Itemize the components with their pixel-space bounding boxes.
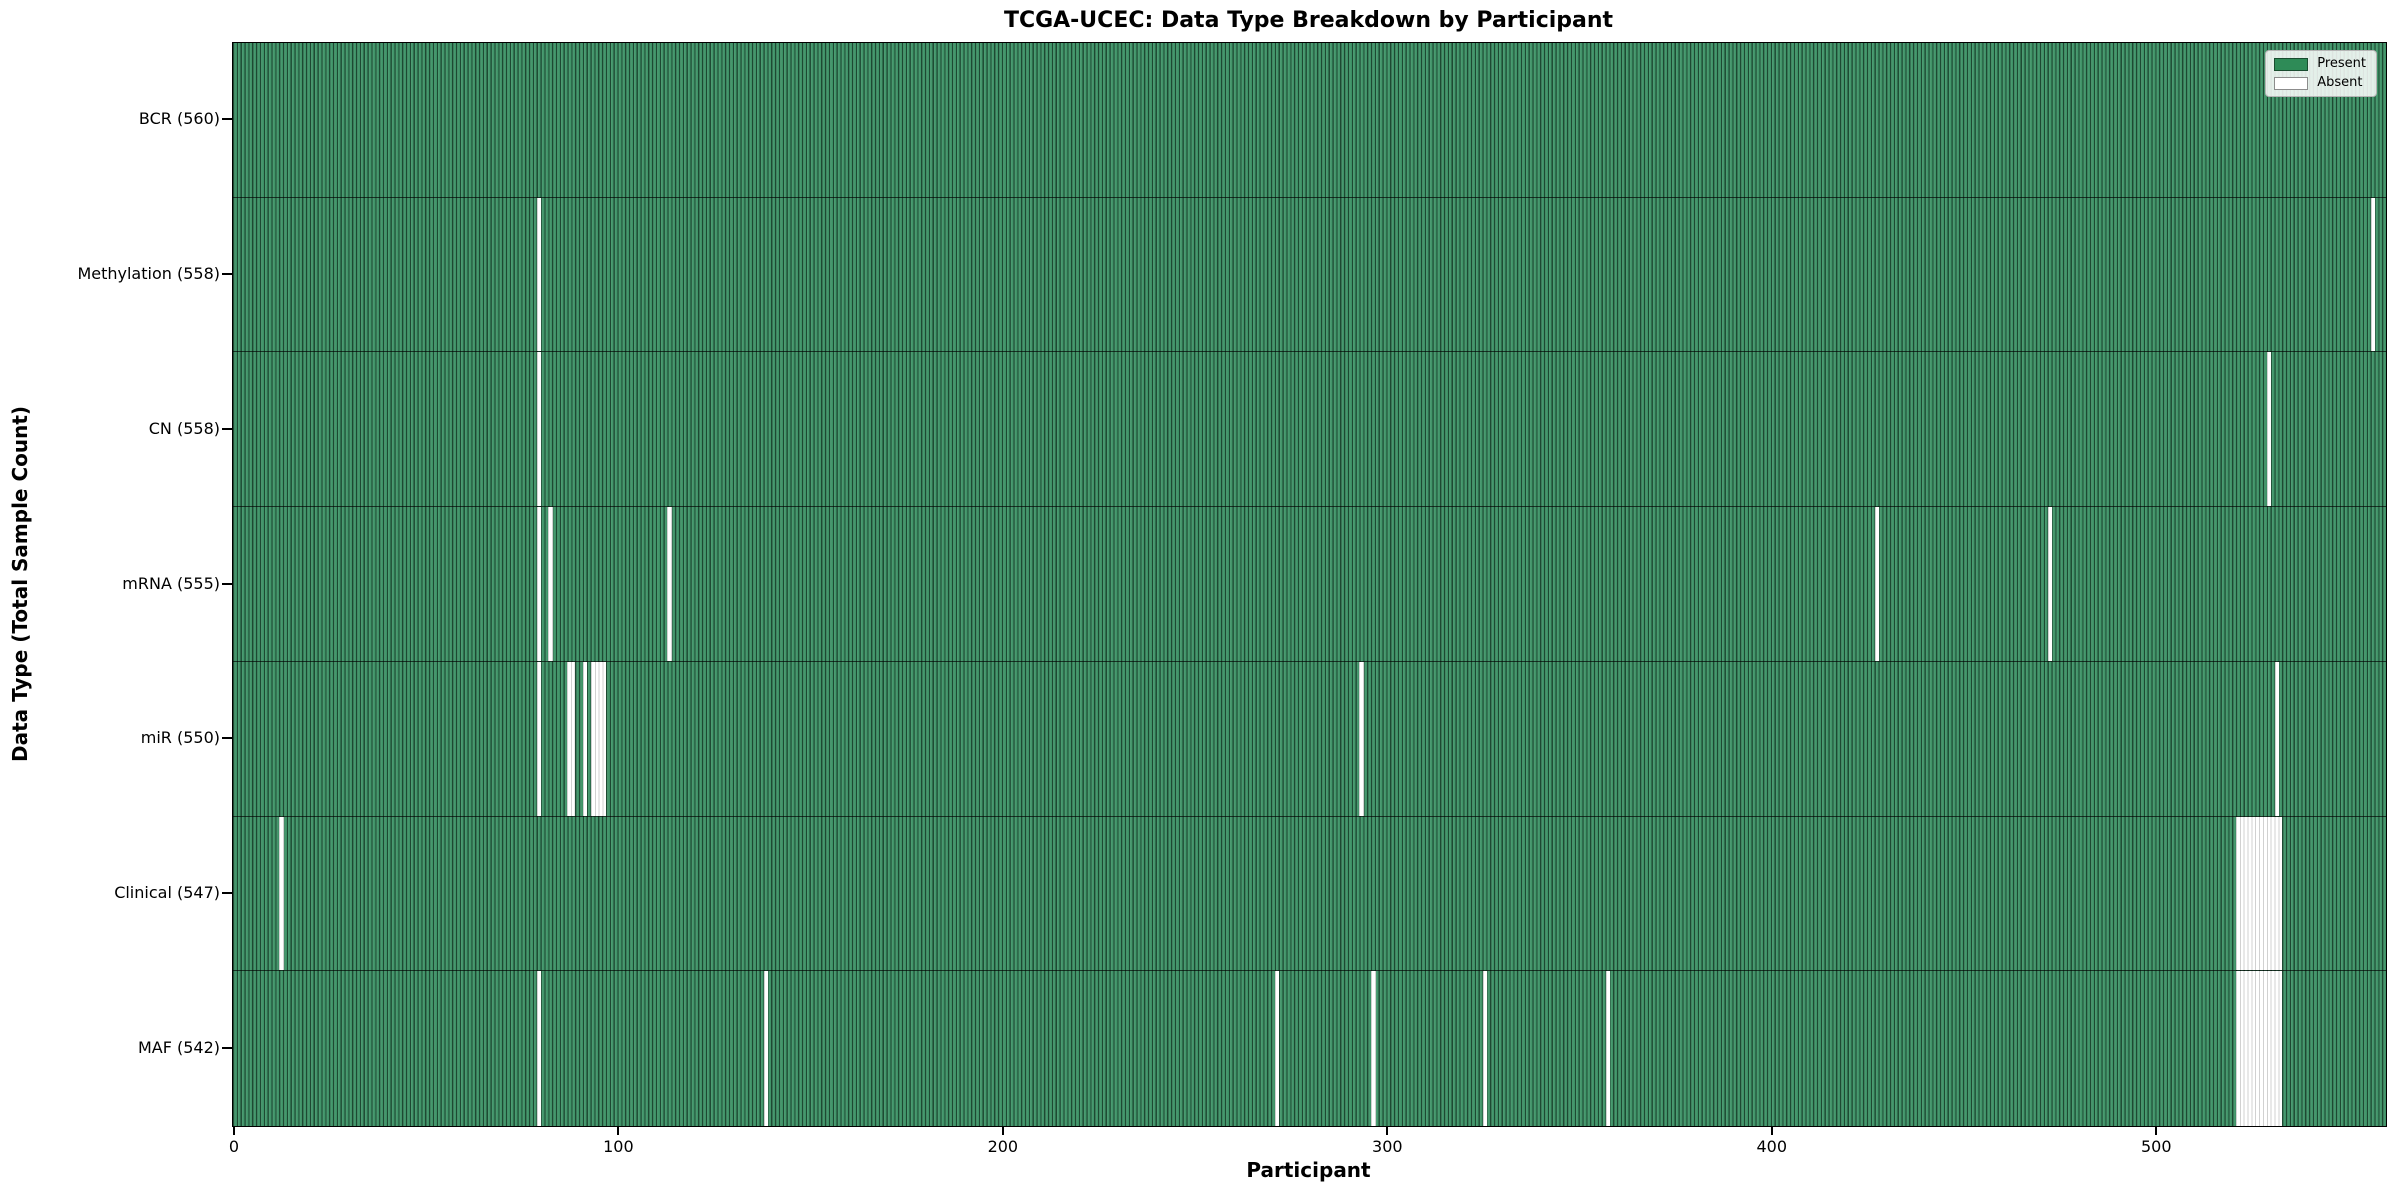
absent-gap bbox=[536, 507, 542, 661]
ytick-mark bbox=[222, 427, 232, 430]
absent-gap bbox=[1874, 507, 1880, 661]
row-methylation bbox=[233, 197, 2386, 353]
absent-gap bbox=[590, 661, 606, 816]
legend-label-absent: Absent bbox=[2317, 75, 2363, 90]
row-clinical bbox=[233, 816, 2386, 972]
legend: Present Absent bbox=[2265, 50, 2377, 97]
absent-gap bbox=[1371, 971, 1376, 1126]
ytick-mark bbox=[222, 891, 232, 894]
absent-gap bbox=[1359, 661, 1364, 816]
absent-gap bbox=[536, 197, 542, 352]
absent-gap bbox=[2236, 816, 2283, 971]
ytick-mark bbox=[222, 737, 232, 740]
row-cn bbox=[233, 352, 2386, 508]
absent-gap bbox=[763, 971, 769, 1126]
ytick-label-mrna: mRNA (555) bbox=[122, 573, 220, 593]
xtick-label-400: 400 bbox=[1756, 1137, 1788, 1156]
xtick-mark bbox=[617, 1127, 620, 1135]
row-mir bbox=[233, 661, 2386, 817]
absent-gap bbox=[548, 507, 553, 661]
ytick-mark bbox=[222, 582, 232, 585]
absent-gap bbox=[667, 507, 672, 661]
absent-gap bbox=[2266, 352, 2272, 507]
ytick-label-maf: MAF (542) bbox=[137, 1037, 220, 1057]
ytick-label-cn: CN (558) bbox=[148, 418, 220, 438]
legend-item-present: Present bbox=[2274, 57, 2366, 71]
xtick-label-500: 500 bbox=[2140, 1137, 2172, 1156]
row-mrna bbox=[233, 507, 2386, 662]
ytick-label-methylation: Methylation (558) bbox=[77, 264, 220, 284]
plot-area: Present Absent bbox=[232, 42, 2387, 1127]
absent-gap bbox=[2047, 507, 2053, 661]
xtick-label-200: 200 bbox=[987, 1137, 1019, 1156]
absent-gap bbox=[279, 816, 284, 971]
xtick-label-0: 0 bbox=[228, 1137, 240, 1156]
absent-gap bbox=[567, 661, 576, 816]
legend-label-present: Present bbox=[2317, 56, 2366, 71]
absent-gap bbox=[582, 661, 588, 816]
xtick-label-100: 100 bbox=[603, 1137, 634, 1156]
absent-gap bbox=[2274, 661, 2279, 816]
absent-gap bbox=[2370, 197, 2376, 352]
absent-gap bbox=[536, 352, 542, 507]
absent-gap bbox=[1274, 971, 1280, 1126]
xtick-label-300: 300 bbox=[1372, 1137, 1403, 1156]
legend-item-absent: Absent bbox=[2274, 76, 2366, 90]
xtick-mark bbox=[1770, 1127, 1773, 1135]
absent-gap bbox=[536, 661, 542, 816]
legend-swatch-present-icon bbox=[2274, 57, 2309, 71]
xtick-mark bbox=[1386, 1127, 1389, 1135]
row-bcr bbox=[233, 43, 2386, 198]
ytick-mark bbox=[222, 1046, 232, 1049]
y-axis-ticks: BCR (560) Methylation (558) CN (558) mRNA (… bbox=[0, 42, 220, 1125]
chart-title: TCGA-UCEC: Data Type Breakdown by Partic… bbox=[1003, 8, 1614, 33]
row-maf bbox=[233, 971, 2386, 1126]
ytick-label-clinical: Clinical (547) bbox=[114, 882, 220, 902]
ytick-mark bbox=[222, 118, 232, 121]
xtick-mark bbox=[232, 1127, 235, 1135]
absent-gap bbox=[1605, 971, 1611, 1126]
xtick-mark bbox=[1001, 1127, 1004, 1135]
ytick-label-mir: miR (550) bbox=[140, 728, 220, 748]
absent-gap bbox=[1482, 971, 1487, 1126]
absent-gap bbox=[2236, 971, 2283, 1126]
ytick-mark bbox=[222, 273, 232, 276]
legend-swatch-absent-icon bbox=[2274, 76, 2309, 90]
xtick-mark bbox=[2155, 1127, 2158, 1135]
x-axis-label: Participant bbox=[1246, 1158, 1371, 1182]
ytick-label-bcr: BCR (560) bbox=[138, 109, 220, 129]
absent-gap bbox=[536, 971, 542, 1126]
